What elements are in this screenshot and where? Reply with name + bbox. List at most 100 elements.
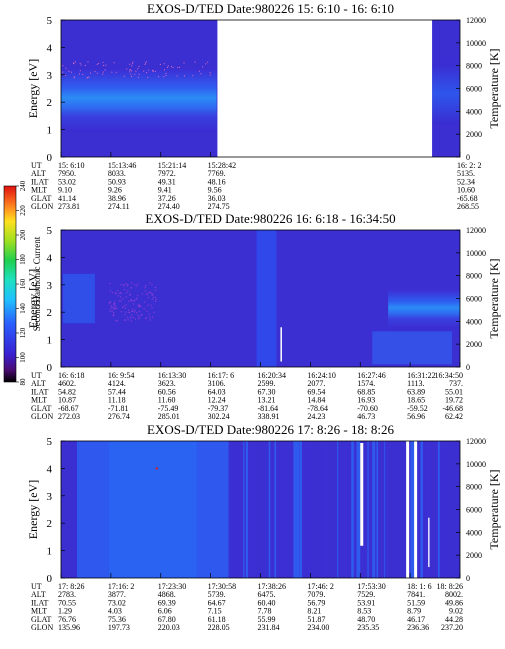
noise-dot: [135, 70, 137, 72]
orbit-cell-ut: 16:20:34: [258, 371, 286, 380]
noise-dot: [147, 296, 150, 299]
time-stripe: [367, 441, 369, 578]
colorbar-tick-label: 100: [19, 352, 27, 363]
orbit-row-label: GLON: [31, 623, 53, 632]
noise-dot: [123, 289, 126, 291]
y-tick-label: 2: [47, 518, 53, 530]
noise-dot: [138, 73, 140, 75]
noise-dot: [153, 311, 155, 313]
orbit-cell-ut: 16:13:30: [158, 371, 186, 380]
orbit-cell-alt: 2599.: [258, 379, 276, 388]
noise-dot: [167, 65, 169, 67]
noise-dot: [138, 65, 140, 67]
noise-dot: [139, 305, 141, 307]
noise-dot: [109, 311, 111, 313]
energy-band: [372, 331, 453, 365]
noise-dot: [96, 63, 98, 65]
orbit-cell-mlt: 7.15: [208, 607, 222, 616]
noise-dot: [120, 311, 122, 313]
y-tick-label: 5: [47, 15, 53, 27]
orbit-cell-glat: -81.64: [258, 404, 279, 413]
orbit-cell-alt: 4868.: [158, 590, 176, 599]
time-stripe: [372, 441, 374, 578]
orbit-cell-ilat: 54.82: [58, 387, 76, 396]
time-stripe: [373, 441, 376, 578]
noise-dot: [154, 297, 157, 299]
time-stripe: [274, 441, 277, 578]
y-tick-label: 2: [47, 97, 53, 109]
noise-dot: [154, 70, 156, 72]
orbit-row-label: ILAT: [31, 177, 48, 186]
orbit-cell-glon: 273.81: [58, 202, 80, 211]
panel-3: EXOS-D/TED Date:980226 17: 8:26 - 18: 8:…: [26, 422, 501, 632]
noise-dot: [129, 63, 131, 65]
orbit-cell-ut: 16: 9:54: [108, 371, 134, 380]
orbit-row-label: GLON: [31, 412, 53, 421]
orbit-cell-glon: 285.01: [158, 412, 180, 421]
noise-dot: [144, 290, 147, 292]
orbit-cell-alt: 7769.: [208, 169, 226, 178]
noise-dot: [114, 307, 116, 310]
y-axis-label: Energy [eV]: [26, 59, 40, 118]
time-stripe: [293, 441, 297, 578]
orbit-row-label: ALT: [31, 169, 46, 178]
y2-tick-label: 4000: [466, 528, 482, 537]
noise-dot: [124, 307, 127, 309]
orbit-cell-alt: 5135.: [457, 169, 475, 178]
data-spike: [428, 517, 430, 568]
noise-dot: [131, 282, 133, 284]
orbit-row-label: GLAT: [31, 615, 52, 624]
noise-dot: [128, 300, 130, 303]
noise-dot: [209, 74, 211, 76]
orbit-cell-alt: 7972.: [158, 169, 176, 178]
orbit-cell-ut: 18: 8:26: [437, 582, 463, 591]
time-stripe: [251, 441, 254, 578]
orbit-row-label: MLT: [31, 607, 47, 616]
orbit-cell-ut: 16: 6:18: [58, 371, 84, 380]
y2-tick-label: 4000: [466, 317, 482, 326]
orbit-cell-alt: 2783.: [58, 590, 76, 599]
energy-axis: 0 1 2 3 4 5 Energy [eV]: [26, 436, 65, 585]
noise-dot: [152, 69, 154, 71]
noise-dot: [137, 76, 139, 78]
orbit-cell-glon: 46.73: [357, 412, 375, 421]
y2-tick-label: 8000: [466, 62, 482, 71]
colorbar-label: Second Harmonic Current: [32, 236, 42, 331]
orbit-cell-mlt: 9.56: [208, 186, 222, 195]
colorbar-tick: 140: [16, 303, 27, 314]
time-stripe: [245, 441, 248, 578]
y-tick-label: 3: [47, 70, 53, 82]
data-spike: [360, 443, 364, 546]
noise-dot: [120, 300, 122, 302]
noise-dot: [125, 296, 127, 298]
noise-dot: [137, 314, 139, 317]
noise-dot: [141, 313, 143, 316]
orbit-cell-glat: -46.68: [442, 404, 463, 413]
orbit-row-label: ALT: [31, 590, 46, 599]
noise-dot: [151, 284, 153, 286]
orbit-cell-mlt: 8.79: [407, 607, 421, 616]
noise-dot: [136, 285, 138, 287]
orbit-cell-glat: 61.18: [208, 615, 226, 624]
noise-dot: [80, 64, 82, 66]
y2-tick-label: 10000: [466, 39, 486, 48]
orbit-row-label: ALT: [31, 379, 46, 388]
colorbar-tick: 80: [16, 378, 27, 386]
y-tick-label: 3: [47, 280, 53, 292]
orbit-cell-ilat: 50.93: [108, 177, 126, 186]
noise-dot: [136, 312, 138, 314]
noise-dot: [120, 292, 122, 294]
orbit-cell-alt: 8033.: [108, 169, 126, 178]
y-tick-label: 5: [47, 436, 53, 448]
orbit-cell-mlt: 11.18: [108, 396, 126, 405]
noise-dot: [129, 69, 131, 71]
y-tick-label: 1: [47, 125, 53, 137]
colorbar-tick-label: 220: [19, 205, 27, 216]
orbit-cell-ilat: 56.79: [307, 598, 325, 607]
energy-band: [63, 273, 95, 324]
orbit-row-label: ILAT: [31, 598, 48, 607]
time-stripe: [284, 441, 287, 578]
orbit-cell-glat: -68.67: [58, 404, 79, 413]
colorbar-tick: 160: [16, 278, 27, 289]
noise-dot: [133, 311, 135, 313]
